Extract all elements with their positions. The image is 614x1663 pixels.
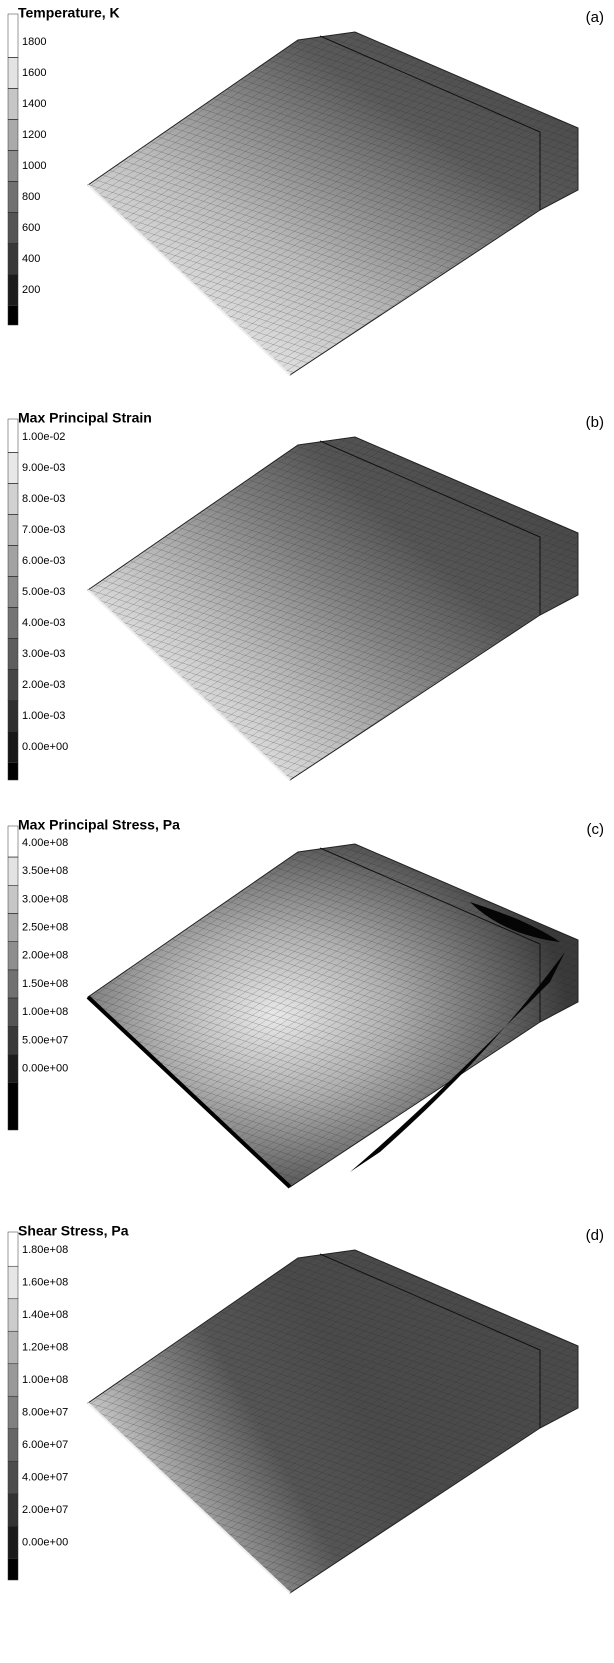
legend-label: 5.00e-03 bbox=[22, 586, 65, 598]
colorbar-segment bbox=[8, 244, 18, 275]
colorbar-segment bbox=[8, 914, 18, 942]
colorbar-segment bbox=[8, 151, 18, 182]
legend-label: 1.20e+08 bbox=[22, 1341, 68, 1353]
panel-label: (a) bbox=[586, 9, 604, 26]
panel-label: (c) bbox=[587, 821, 605, 838]
legend-label: 4.00e+08 bbox=[22, 837, 68, 849]
legend-title: Max Principal Stress, Pa bbox=[18, 817, 180, 833]
panel-label: (d) bbox=[586, 1227, 604, 1244]
panel: (c) Max Principal Stress, Pa 4.00e+08 3.50e… bbox=[8, 817, 604, 1187]
colorbar-segment bbox=[8, 14, 18, 58]
colorbar-segment bbox=[8, 58, 18, 89]
colorbar-segment bbox=[8, 577, 18, 608]
colorbar-segment bbox=[8, 1461, 18, 1494]
legend-title: Shear Stress, Pa bbox=[18, 1223, 129, 1239]
plate-mesh bbox=[88, 32, 578, 375]
legend-label: 1000 bbox=[22, 160, 46, 172]
legend-label: 1400 bbox=[22, 98, 46, 110]
colorbar-segment bbox=[8, 306, 18, 326]
legend-label: 6.00e-03 bbox=[22, 555, 65, 567]
figure: (a) Temperature, K 1800 1600 1400 1200 1000 800… bbox=[0, 0, 614, 1663]
colorbar-segment bbox=[8, 275, 18, 306]
legend-label: 1.00e-02 bbox=[22, 431, 65, 443]
legend-label: 1.40e+08 bbox=[22, 1309, 68, 1321]
legend-label: 1200 bbox=[22, 129, 46, 141]
colorbar-segment bbox=[8, 1559, 18, 1580]
colorbar-segment bbox=[8, 1026, 18, 1054]
colorbar-segment bbox=[8, 1083, 18, 1130]
colorbar-segment bbox=[8, 1331, 18, 1364]
colorbar-segment bbox=[8, 1526, 18, 1559]
plate-mesh bbox=[88, 437, 578, 780]
legend-label: 2.00e+08 bbox=[22, 950, 68, 962]
colorbar-segment bbox=[8, 120, 18, 151]
colorbar-segment bbox=[8, 763, 18, 781]
legend-label: 4.00e-03 bbox=[22, 617, 65, 629]
colorbar-segment bbox=[8, 484, 18, 515]
colorbar-segment bbox=[8, 826, 18, 857]
legend-label: 2.00e-03 bbox=[22, 679, 65, 691]
colorbar-segment bbox=[8, 970, 18, 998]
legend-label: 400 bbox=[22, 253, 40, 265]
legend-label: 8.00e-03 bbox=[22, 493, 65, 505]
panel-label: (b) bbox=[586, 414, 604, 431]
legend-label: 800 bbox=[22, 191, 40, 203]
legend-label: 2.00e+07 bbox=[22, 1504, 68, 1516]
legend-label: 1.50e+08 bbox=[22, 978, 68, 990]
plate-mesh bbox=[88, 844, 578, 1187]
legend-label: 5.00e+07 bbox=[22, 1034, 68, 1046]
colorbar-segment bbox=[8, 182, 18, 213]
colorbar-segment bbox=[8, 701, 18, 732]
colorbar-segment bbox=[8, 639, 18, 670]
legend-label: 8.00e+07 bbox=[22, 1406, 68, 1418]
legend-label: 3.00e+08 bbox=[22, 893, 68, 905]
legend-label: 1.00e+08 bbox=[22, 1374, 68, 1386]
colorbar-segment bbox=[8, 1299, 18, 1332]
colorbar-segment bbox=[8, 1232, 18, 1266]
colorbar-segment bbox=[8, 998, 18, 1026]
colorbar-segment bbox=[8, 419, 18, 453]
colorbar-segment bbox=[8, 670, 18, 701]
legend-label: 3.50e+08 bbox=[22, 865, 68, 877]
legend-label: 3.00e-03 bbox=[22, 648, 65, 660]
legend-label: 2.50e+08 bbox=[22, 922, 68, 934]
legend-label: 4.00e+07 bbox=[22, 1471, 68, 1483]
panel: (b) Max Principal Strain 1.00e-02 9.00e-03 8… bbox=[8, 410, 604, 780]
colorbar-segment bbox=[8, 942, 18, 970]
colorbar-segment bbox=[8, 1055, 18, 1083]
legend-label: 1.80e+08 bbox=[22, 1244, 68, 1256]
colorbar-segment bbox=[8, 885, 18, 913]
legend-label: 0.00e+00 bbox=[22, 741, 68, 753]
colorbar-segment bbox=[8, 1396, 18, 1429]
colorbar-segment bbox=[8, 1266, 18, 1299]
colorbar-segment bbox=[8, 546, 18, 577]
legend-label: 600 bbox=[22, 222, 40, 234]
colorbar-segment bbox=[8, 453, 18, 484]
colorbar-segment bbox=[8, 1364, 18, 1397]
legend-label: 200 bbox=[22, 284, 40, 296]
legend-label: 0.00e+00 bbox=[22, 1063, 68, 1075]
legend-label: 7.00e-03 bbox=[22, 524, 65, 536]
legend-label: 1.00e-03 bbox=[22, 710, 65, 722]
legend-label: 1600 bbox=[22, 67, 46, 79]
colorbar-segment bbox=[8, 608, 18, 639]
legend-label: 1.00e+08 bbox=[22, 1006, 68, 1018]
legend-title: Temperature, K bbox=[18, 5, 120, 21]
legend-label: 6.00e+07 bbox=[22, 1439, 68, 1451]
legend-label: 1800 bbox=[22, 36, 46, 48]
legend-title: Max Principal Strain bbox=[18, 410, 152, 426]
panel: (d) Shear Stress, Pa 1.80e+08 1.60e+08 1.40e… bbox=[8, 1223, 604, 1593]
colorbar-segment bbox=[8, 89, 18, 120]
colorbar-segment bbox=[8, 857, 18, 885]
legend-label: 1.60e+08 bbox=[22, 1276, 68, 1288]
panel: (a) Temperature, K 1800 1600 1400 1200 1000 800… bbox=[8, 5, 604, 375]
legend-label: 9.00e-03 bbox=[22, 462, 65, 474]
colorbar-segment bbox=[8, 732, 18, 763]
plate-mesh bbox=[88, 1250, 578, 1593]
colorbar-segment bbox=[8, 213, 18, 244]
colorbar-segment bbox=[8, 1494, 18, 1527]
colorbar-segment bbox=[8, 515, 18, 546]
legend-label: 0.00e+00 bbox=[22, 1536, 68, 1548]
colorbar-segment bbox=[8, 1429, 18, 1462]
